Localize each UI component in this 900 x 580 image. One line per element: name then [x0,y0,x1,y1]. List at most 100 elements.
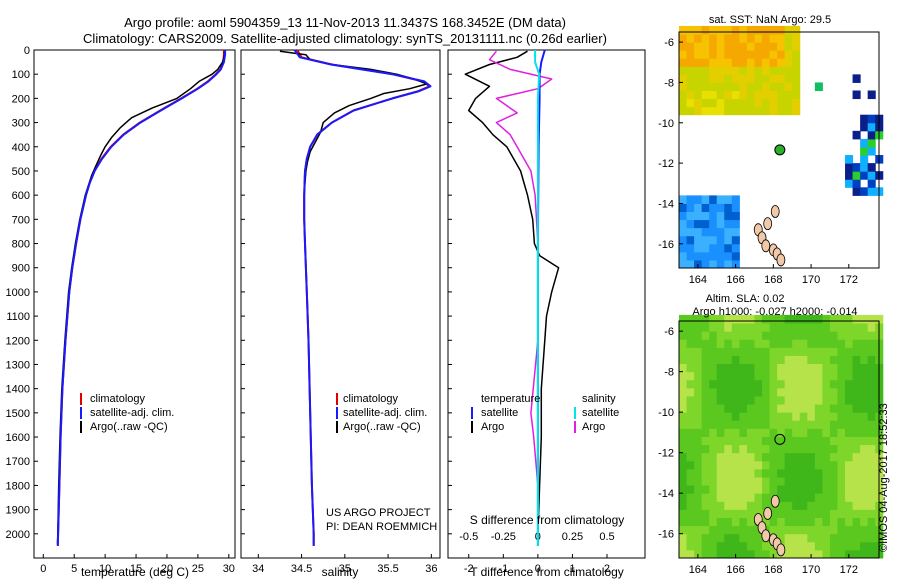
map-cell [679,501,688,510]
map-cell [845,493,854,502]
map-cell [814,493,823,502]
map-cell [724,50,733,59]
map-cell [701,404,710,413]
map-cell [739,379,748,389]
map-cell [686,82,695,91]
map-cell [867,138,876,148]
map-cell [807,331,816,340]
map-cell [694,493,703,502]
map-cell [807,501,816,510]
map-cell [867,179,876,188]
map-cell [777,517,786,527]
map-cell [709,404,718,413]
map-cell [792,347,801,356]
map-x-tick-label: 170 [802,564,820,576]
map-cell [716,428,725,437]
map-cell [867,323,876,332]
map-cell [686,493,695,502]
map-cell [739,371,748,381]
map-cell [709,501,718,510]
map-cell [724,195,733,204]
map-cell [814,314,823,324]
map-cell [709,347,718,356]
map-cell [686,525,695,535]
map-cell [762,460,771,470]
map-cell [716,323,725,332]
map-cell [845,371,854,381]
map-cell [686,90,695,100]
map-cell [739,355,748,365]
map-cell [679,58,688,67]
map-cell [822,476,831,486]
map-cell [694,227,703,237]
map-cell [679,428,688,437]
map-cell [807,436,816,446]
map-cell [701,98,710,108]
map-cell [814,485,823,494]
map-cell [724,211,733,221]
map-cell [837,395,846,405]
map-cell [746,82,755,91]
map-cell [724,452,733,462]
map-cell [852,187,861,196]
map-cell [739,404,748,413]
map-cell [822,379,831,389]
map-cell [792,90,801,100]
map-y-tick-label: -12 [658,448,674,460]
map-cell [701,219,710,229]
map-cell [799,549,808,559]
map-cell [701,452,710,462]
map-cell [724,404,733,413]
map-cell [799,541,808,551]
map-cell [784,485,793,494]
map-cell [784,58,793,67]
map-cell [731,323,740,332]
map-cell [867,452,876,462]
map-cell [784,420,793,429]
map-cell [769,379,778,389]
map-cell [845,355,854,365]
map-cell [799,347,808,356]
map-cell [716,379,725,389]
map-cell [829,387,838,397]
map-cell [701,501,710,510]
map-cell [746,379,755,389]
map-cell [852,412,861,421]
map-cell [792,533,801,543]
map-cell [792,339,801,348]
map-cell [784,25,793,35]
map-cell [762,90,771,100]
map-cell [754,420,763,429]
map-cell [845,476,854,486]
map-cell [860,387,869,397]
map-cell [777,379,786,389]
map-cell [792,331,801,340]
map-cell [716,517,725,527]
map-cell [701,525,710,535]
map-cell [739,331,748,340]
map-cell [807,533,816,543]
map-cell [746,25,755,35]
map-cell [799,468,808,478]
map-cell [867,371,876,381]
map-cell [852,517,861,527]
map-cell [754,58,763,67]
map-cell [746,468,755,478]
map-cell [867,130,876,140]
map-cell [694,243,703,253]
map-cell [716,501,725,510]
map-cell [679,195,688,204]
map-cell [784,355,793,365]
y-tick-label: 1700 [6,456,30,468]
map-cell [769,412,778,421]
map-cell [716,404,725,413]
map-cell [777,355,786,365]
map-cell [686,476,695,486]
s-diff-tick-label: -0.25 [491,531,516,543]
map-cell [686,66,695,75]
map-cell [716,82,725,91]
map-cell [777,404,786,413]
map-cell [701,444,710,454]
map-cell [845,155,854,164]
map-cell [799,339,808,348]
